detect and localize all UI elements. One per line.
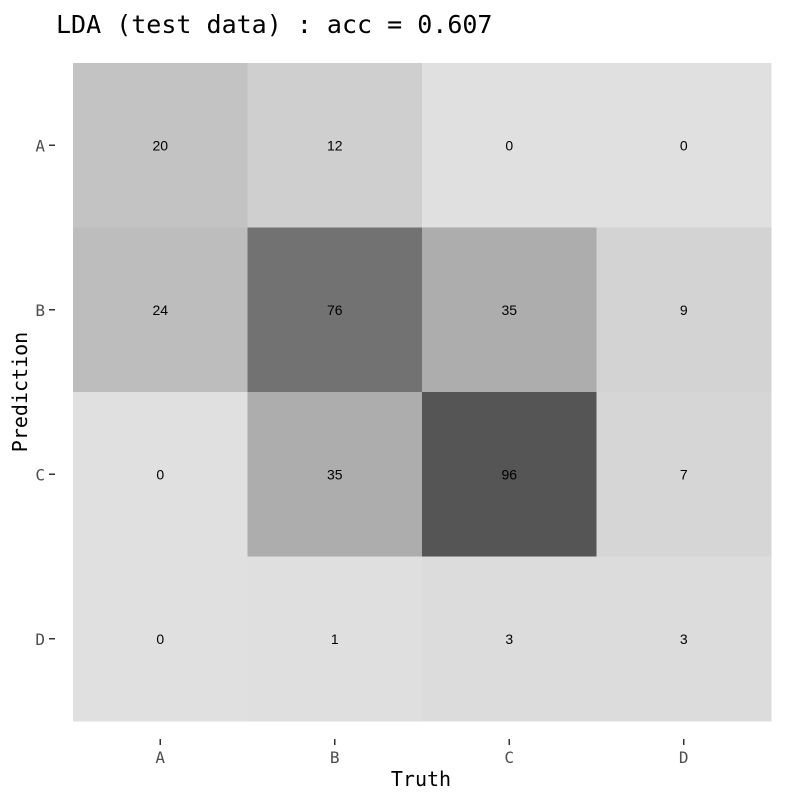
cell-value-label: 20	[152, 137, 168, 153]
y-tick-label: B	[35, 301, 45, 320]
cell-value-label: 1	[331, 631, 339, 647]
cell-value-label: 0	[156, 631, 164, 647]
y-tick-label: A	[35, 136, 45, 155]
cell-value-label: 35	[327, 466, 343, 482]
heatmap-cell-C-D	[596, 392, 772, 557]
y-tick-label: C	[35, 465, 45, 484]
heatmap-cell-A-B	[247, 63, 423, 228]
cell-value-label: 3	[505, 631, 513, 647]
cell-value-label: 76	[327, 302, 343, 318]
heatmap-cell-A-C	[422, 63, 597, 228]
cell-value-label: 24	[152, 302, 168, 318]
cell-value-label: 7	[680, 466, 688, 482]
x-tick-label: D	[679, 748, 689, 767]
heatmap-cell-B-A	[73, 227, 248, 393]
x-axis: A B C D	[155, 739, 689, 767]
heatmap-cell-A-D	[596, 63, 772, 228]
y-axis-title: Prediction	[8, 332, 32, 452]
cell-labels-layer: 20 12 0 0 24 76 35 9 0 35 96 7 0 1 3 3	[152, 137, 687, 647]
x-axis-title: Truth	[391, 767, 451, 791]
cell-value-label: 9	[680, 302, 688, 318]
heatmap-cell-C-A	[73, 392, 248, 557]
heatmap-cell-D-D	[596, 556, 772, 722]
cell-value-label: 96	[501, 466, 517, 482]
heatmap-cell-B-C	[422, 227, 597, 393]
heatmap-cell-C-B	[247, 392, 423, 557]
cell-value-label: 12	[327, 137, 343, 153]
x-tick-label: A	[155, 748, 165, 767]
heatmap-cell-A-A	[73, 63, 248, 228]
x-tick-label: B	[330, 748, 340, 767]
heatmap-cell-D-C	[422, 556, 597, 722]
heatmap-cell-B-D	[596, 227, 772, 393]
cell-value-label: 0	[680, 137, 688, 153]
heatmap-cell-D-A	[73, 556, 248, 722]
chart-title: LDA (test data) : acc = 0.607	[56, 10, 493, 39]
y-axis: A B C D	[35, 136, 55, 649]
cell-value-label: 35	[501, 302, 517, 318]
x-tick-label: C	[504, 748, 514, 767]
cells-layer	[73, 63, 772, 722]
cell-value-label: 0	[156, 466, 164, 482]
y-tick-label: D	[35, 630, 45, 649]
cell-value-label: 0	[505, 137, 513, 153]
heatmap-cell-D-B	[247, 556, 423, 722]
heatmap-cell-C-C	[422, 392, 597, 557]
cell-value-label: 3	[680, 631, 688, 647]
heatmap-cell-B-B	[247, 227, 423, 393]
